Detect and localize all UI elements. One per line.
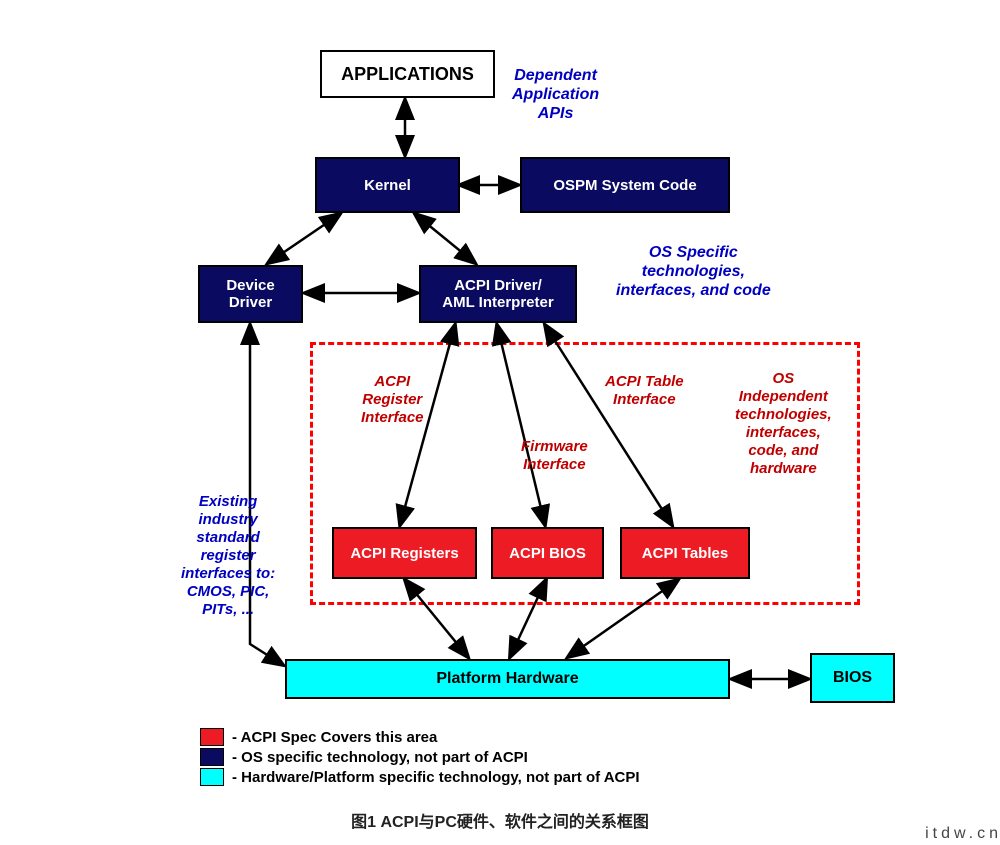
ospm-box: OSPM System Code <box>520 157 730 213</box>
acpi-architecture-diagram: APPLICATIONS Kernel OSPM System Code Dev… <box>0 0 1000 845</box>
legend-row-os: - OS specific technology, not part of AC… <box>200 748 640 766</box>
acpi-table-interface-label: ACPI Table Interface <box>605 373 684 409</box>
acpi-driver-box: ACPI Driver/ AML Interpreter <box>419 265 577 323</box>
legend: - ACPI Spec Covers this area - OS specif… <box>200 728 640 788</box>
figure-caption: 图1 ACPI与PC硬件、软件之间的关系框图 <box>0 808 1000 832</box>
watermark: itdw.cn <box>925 825 1000 843</box>
acpi-registers-box: ACPI Registers <box>332 527 477 579</box>
os-independent-label: OS Independent technologies, interfaces,… <box>735 370 832 478</box>
legend-text-hw: - Hardware/Platform specific technology,… <box>232 769 640 786</box>
legend-row-hw: - Hardware/Platform specific technology,… <box>200 768 640 786</box>
legend-text-os: - OS specific technology, not part of AC… <box>232 749 528 766</box>
dependent-apis-label: Dependent Application APIs <box>512 66 599 124</box>
firmware-interface-label: Firmware Interface <box>521 438 588 474</box>
os-specific-label: OS Specific technologies, interfaces, an… <box>616 243 771 301</box>
legend-text-acpi: - ACPI Spec Covers this area <box>232 729 437 746</box>
existing-interfaces-label: Existing industry standard register inte… <box>181 493 275 619</box>
acpi-register-interface-label: ACPI Register Interface <box>361 373 424 427</box>
device-driver-box: Device Driver <box>198 265 303 323</box>
acpi-bios-box: ACPI BIOS <box>491 527 604 579</box>
legend-row-acpi: - ACPI Spec Covers this area <box>200 728 640 746</box>
platform-hardware-box: Platform Hardware <box>285 659 730 699</box>
bios-box: BIOS <box>810 653 895 703</box>
legend-swatch-red <box>200 728 224 746</box>
legend-swatch-navy <box>200 748 224 766</box>
acpi-tables-box: ACPI Tables <box>620 527 750 579</box>
legend-swatch-cyan <box>200 768 224 786</box>
kernel-box: Kernel <box>315 157 460 213</box>
applications-box: APPLICATIONS <box>320 50 495 98</box>
